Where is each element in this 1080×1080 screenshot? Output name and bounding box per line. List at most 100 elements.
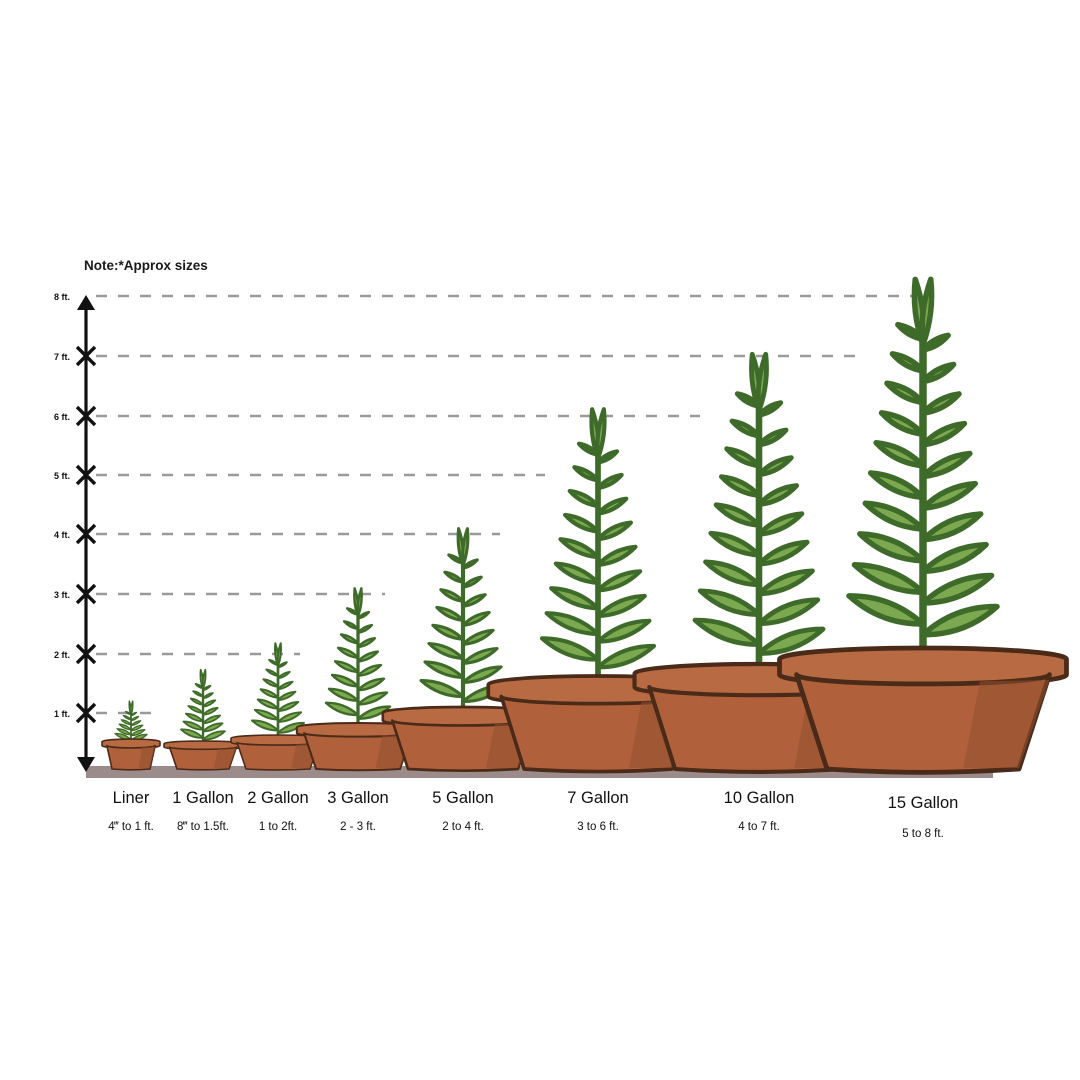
plant-unit-1 [101, 700, 161, 771]
pot-shading-8 [963, 679, 1050, 768]
axis-tick-label-1ft: 1 ft. [54, 709, 70, 719]
leaf [202, 722, 224, 733]
tick-mark-1ft-b [75, 702, 97, 724]
leaf [729, 418, 762, 439]
axis-arrow-up [77, 295, 95, 310]
leaf [356, 691, 389, 706]
leaf [202, 692, 214, 700]
leaf [202, 684, 212, 692]
leaf [718, 474, 762, 499]
axis-arrow-down [77, 757, 95, 772]
axis-tick-label-7ft: 7 ft. [54, 352, 70, 362]
leaf [130, 700, 134, 716]
plant-7 [692, 351, 826, 682]
tick-mark-4ft-b [75, 523, 97, 545]
leaf [120, 719, 132, 726]
leaf [277, 700, 300, 712]
leaf [756, 597, 821, 627]
gridline-group [96, 294, 923, 715]
leaf [460, 527, 470, 568]
leaf [277, 680, 294, 691]
leaf [595, 449, 620, 465]
pot-1 [101, 738, 161, 771]
vertical-axis: 8 ft. 7 ft. 6 ft. 5 ft. 4 ft. 3 ft. 2 ft. 1 ft. [54, 292, 97, 772]
leaf [878, 410, 926, 437]
pot-shading-1 [138, 746, 156, 768]
leaf [572, 465, 601, 483]
leaf [435, 605, 465, 622]
category-size-range-3: 1 to 2ft. [259, 821, 297, 833]
leaf [184, 712, 204, 723]
leaf [327, 687, 360, 702]
leaf [862, 500, 926, 532]
leaf [124, 710, 132, 716]
pot-shading-2 [213, 748, 237, 768]
axis-tick-label-3ft: 3 ft. [54, 590, 70, 600]
leaf [461, 610, 491, 627]
leaf [202, 714, 222, 725]
category-label-8: 15 Gallon [888, 794, 959, 812]
category-label-4: 3 Gallon [327, 789, 388, 807]
leaf [336, 646, 360, 659]
plant-unit-4 [295, 587, 421, 772]
leaf [189, 697, 204, 706]
category-label-5: 5 Gallon [432, 789, 493, 807]
leaf [713, 502, 762, 528]
leaf [202, 706, 219, 716]
leaf [268, 658, 279, 666]
leaf [595, 496, 629, 516]
leaf [276, 642, 283, 668]
leaf [920, 391, 962, 416]
pot-2 [163, 740, 243, 771]
leaf [192, 690, 204, 698]
leaf [277, 670, 291, 680]
leaf [427, 641, 465, 660]
leaf [202, 699, 217, 708]
leaf [724, 446, 762, 469]
leaf [884, 380, 926, 406]
pot-8 [777, 645, 1069, 775]
axis-tick-label-8ft: 8 ft. [54, 292, 70, 302]
axis-tick-label-5ft: 5 ft. [54, 471, 70, 481]
tick-mark-7ft-b [75, 345, 97, 367]
leaf [756, 400, 784, 418]
leaf [439, 588, 465, 603]
leaf [339, 633, 360, 645]
leaf [595, 544, 638, 567]
leaf [595, 407, 607, 461]
leaf [708, 530, 762, 558]
leaf [356, 705, 392, 720]
leaf [277, 661, 288, 669]
leaf [920, 511, 984, 543]
leaf [356, 677, 386, 692]
leaf [277, 721, 305, 734]
plant-unit-3 [230, 642, 326, 771]
plant-2 [180, 668, 226, 747]
leaf [461, 593, 487, 608]
leaf [187, 705, 204, 714]
leaf [461, 558, 479, 570]
leaf [692, 617, 762, 647]
leaf [756, 539, 810, 567]
leaf [262, 678, 279, 688]
leaf [118, 723, 132, 731]
leaf [356, 637, 377, 649]
category-label-3: 2 Gallon [247, 789, 308, 807]
category-size-range-4: 2 - 3 ft. [340, 821, 376, 833]
category-size-range-2: 8‴ to 1.5ft. [177, 821, 229, 833]
leaf [544, 611, 601, 637]
tick-mark-5ft-b [75, 464, 97, 486]
leaf [920, 420, 968, 448]
leaf [461, 575, 483, 589]
leaf [256, 698, 279, 710]
leaf [920, 541, 989, 575]
leaf [920, 603, 1000, 638]
leaf [563, 512, 601, 534]
leaf [919, 276, 935, 348]
leaf [419, 679, 465, 699]
leaf [116, 728, 132, 736]
tick-mark-2ft-b [75, 643, 97, 665]
leaf [846, 593, 926, 627]
leaf [756, 483, 800, 507]
leaf [595, 618, 652, 644]
